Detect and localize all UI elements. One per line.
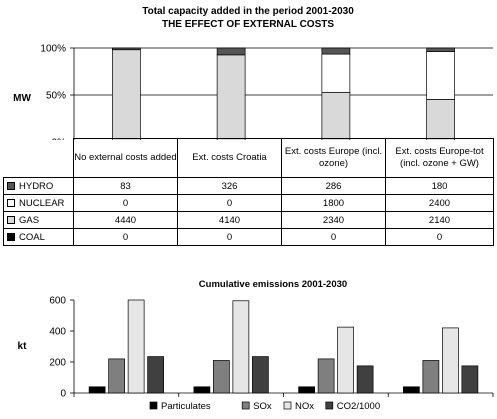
y-tick-label: 0: [60, 389, 66, 400]
row-label: GAS: [19, 214, 40, 226]
table-header-row: No external costs added Ext. costs Croat…: [3, 138, 494, 178]
y-tick-label: 200: [49, 358, 66, 369]
bar-co2-1000: [461, 365, 479, 394]
table-cell: 0: [385, 228, 494, 246]
table-row-hydro: HYDRO 83 326 286 180: [3, 177, 494, 195]
y-tick-label: 400: [49, 327, 66, 338]
table-col-header: Ext. costs Europe-tot (incl. ozone + GW): [385, 138, 494, 178]
legend-label: CO2/1000: [337, 401, 380, 412]
bar-co2-1000: [147, 356, 164, 394]
table-row-coal: COAL 0 0 0 0: [3, 228, 494, 246]
table-cell: 2400: [385, 194, 494, 212]
chart-title: Cumulative emissions 2001-2030: [199, 279, 347, 290]
y-axis-label: kt: [18, 341, 28, 352]
table-cell: 0: [281, 228, 386, 246]
bar-segment-nuclear: [321, 53, 351, 93]
bar-nox: [337, 326, 354, 394]
bar-particulates: [298, 386, 315, 394]
table-cell: 326: [177, 177, 282, 195]
table-cell: 4440: [73, 211, 178, 229]
table-row-gas: GAS 4440 4140 2340 2140: [3, 211, 494, 229]
legend-swatch: [241, 401, 250, 410]
table-cell: 0: [177, 194, 282, 212]
legend-swatch: [149, 401, 158, 410]
bar-segment-hydro: [216, 47, 246, 56]
table-cell: 0: [177, 228, 282, 246]
legend-swatch: [283, 401, 292, 410]
nuclear-swatch: [7, 198, 15, 207]
table-cell: 1800: [281, 194, 386, 212]
emissions-chart: Cumulative emissions 2001-2030 kt 0 200 400 6…: [18, 279, 494, 412]
bar-particulates: [88, 386, 106, 394]
bar-sox: [317, 358, 335, 394]
chart-title: Total capacity added in the period 2001-…: [142, 6, 354, 17]
bar-segment-nuclear: [426, 51, 455, 100]
table-cell: 83: [73, 177, 178, 195]
table-col-header: No external costs added: [73, 138, 178, 178]
bar-particulates: [403, 386, 420, 394]
bar-nox: [232, 300, 250, 394]
bar-co2-1000: [252, 356, 269, 394]
row-label: NUCLEAR: [19, 197, 65, 209]
y-tick-label: 100%: [40, 44, 66, 55]
legend-label: SOx: [253, 401, 272, 412]
bar-nox: [127, 299, 145, 394]
bar-segment-hydro: [112, 47, 141, 51]
bar-segment-gas: [321, 91, 351, 140]
legend-label: NOx: [295, 401, 314, 412]
table-cell: 180: [385, 177, 494, 195]
table-row-nuclear: NUCLEAR 0 0 1800 2400: [3, 194, 494, 212]
table-corner: [3, 138, 74, 178]
table-cell: 4140: [177, 211, 282, 229]
table-cell: 286: [281, 177, 386, 195]
legend-swatch: [325, 401, 334, 410]
bar-segment-gas: [112, 49, 141, 140]
bar-sox: [422, 360, 440, 394]
table-cell: 2140: [385, 211, 494, 229]
bar-co2-1000: [356, 365, 374, 394]
gas-swatch: [7, 215, 15, 224]
table-col-header: Ext. costs Europe (incl. ozone): [281, 138, 386, 178]
legend-label: Particulates: [161, 401, 211, 412]
row-label: COAL: [19, 231, 45, 243]
bar-segment-gas: [216, 54, 246, 140]
table-cell: 0: [73, 228, 178, 246]
coal-swatch: [7, 232, 15, 241]
bar-segment-gas: [426, 99, 455, 140]
bar-segment-hydro: [426, 47, 455, 52]
y-tick-label: 50%: [46, 91, 66, 102]
chart-subtitle: THE EFFECT OF EXTERNAL COSTS: [162, 19, 334, 30]
row-label: HYDRO: [19, 180, 54, 192]
y-tick-label: 600: [49, 296, 66, 307]
y-axis-label: MW: [13, 93, 31, 104]
bar-segment-hydro: [321, 47, 351, 55]
bar-nox: [442, 327, 459, 394]
capacity-chart: Total capacity added in the period 2001-…: [13, 6, 493, 140]
hydro-swatch: [7, 181, 15, 190]
bar-sox: [108, 358, 125, 394]
capacity-data-table: No external costs added Ext. costs Croat…: [3, 138, 494, 246]
table-cell: 2340: [281, 211, 386, 229]
table-cell: 0: [73, 194, 178, 212]
bar-sox: [213, 360, 230, 394]
bar-particulates: [193, 386, 211, 394]
table-col-header: Ext. costs Croatia: [177, 138, 282, 178]
